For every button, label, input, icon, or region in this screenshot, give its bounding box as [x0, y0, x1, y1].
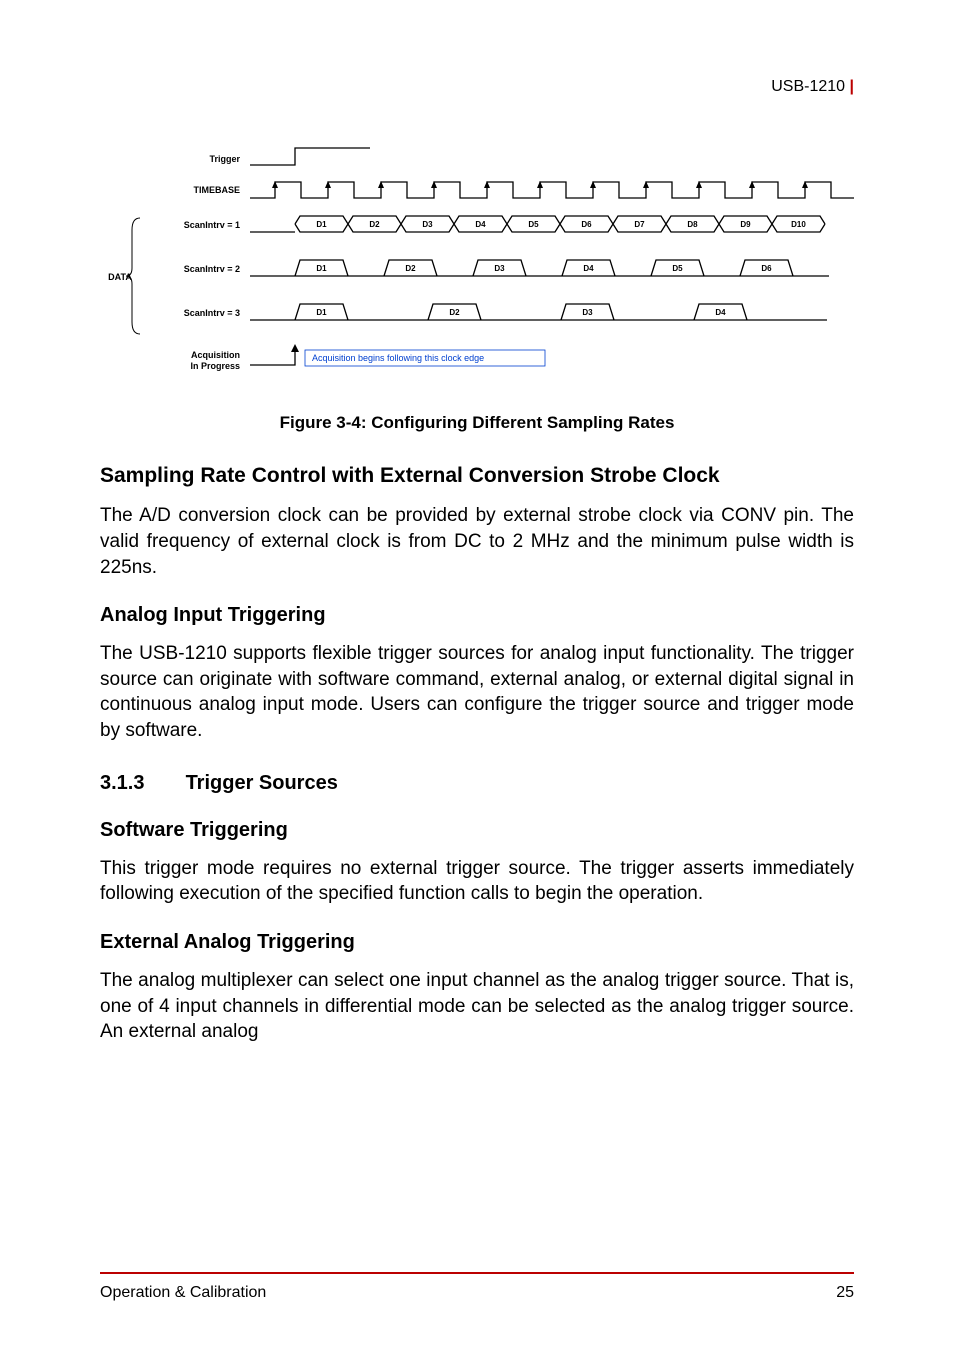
- footer-left: Operation & Calibration: [100, 1284, 266, 1302]
- clock-waveform: [250, 181, 854, 198]
- para-software-triggering: This trigger mode requires no external t…: [100, 856, 854, 907]
- data-row-3: D1 D2 D3 D4: [250, 304, 827, 320]
- svg-text:D1: D1: [316, 308, 327, 317]
- para-analog-input-triggering: The USB-1210 supports flexible trigger s…: [100, 641, 854, 744]
- svg-text:D4: D4: [583, 264, 594, 273]
- section-title: Trigger Sources: [186, 772, 338, 794]
- page: USB-1210 | Trigger TIMEBASE DATA ScanInt…: [0, 0, 954, 1352]
- page-footer: Operation & Calibration 25: [100, 1272, 854, 1302]
- product-name: USB-1210: [771, 78, 845, 95]
- svg-text:D5: D5: [528, 220, 539, 229]
- label-trigger: Trigger: [209, 154, 240, 164]
- svg-text:D4: D4: [715, 308, 726, 317]
- svg-text:D4: D4: [475, 220, 486, 229]
- heading-software-triggering: Software Triggering: [100, 819, 854, 842]
- svg-text:D3: D3: [494, 264, 505, 273]
- heading-trigger-sources: 3.1.3 Trigger Sources: [100, 772, 854, 795]
- data-row-2: D1 D2 D3 D4 D5 D6: [250, 260, 829, 276]
- svg-text:D3: D3: [582, 308, 593, 317]
- heading-external-analog-triggering: External Analog Triggering: [100, 931, 854, 954]
- para-sampling-rate-control: The A/D conversion clock can be provided…: [100, 503, 854, 580]
- svg-text:D2: D2: [449, 308, 460, 317]
- note-text: Acquisition begins following this clock …: [312, 353, 484, 363]
- header-bar: |: [850, 78, 854, 95]
- svg-text:D7: D7: [634, 220, 645, 229]
- trigger-signal: [250, 148, 370, 165]
- heading-sampling-rate-control: Sampling Rate Control with External Conv…: [100, 463, 854, 489]
- page-header: USB-1210 |: [771, 78, 854, 96]
- timing-diagram: Trigger TIMEBASE DATA ScanIntrv = 1 Scan…: [100, 140, 854, 395]
- svg-text:D1: D1: [316, 264, 327, 273]
- data-row-1: D1 D2 D3 D4 D5 D6 D7 D8 D9 D10: [250, 216, 825, 232]
- timing-svg: Trigger TIMEBASE DATA ScanIntrv = 1 Scan…: [100, 140, 854, 390]
- svg-text:D5: D5: [672, 264, 683, 273]
- data-brace: [126, 218, 140, 334]
- svg-text:D10: D10: [791, 220, 806, 229]
- label-si2: ScanIntrv = 2: [184, 264, 240, 274]
- para-external-analog-triggering: The analog multiplexer can select one in…: [100, 968, 854, 1045]
- section-number: 3.1.3: [100, 772, 180, 795]
- label-si1: ScanIntrv = 1: [184, 220, 240, 230]
- svg-text:D6: D6: [581, 220, 592, 229]
- figure-caption: Figure 3-4: Configuring Different Sampli…: [100, 413, 854, 433]
- svg-text:D9: D9: [740, 220, 751, 229]
- label-acq2: In Progress: [190, 361, 240, 371]
- svg-text:D2: D2: [369, 220, 380, 229]
- label-si3: ScanIntrv = 3: [184, 308, 240, 318]
- svg-text:D6: D6: [761, 264, 772, 273]
- svg-text:D1: D1: [316, 220, 327, 229]
- svg-text:D3: D3: [422, 220, 433, 229]
- label-timebase: TIMEBASE: [193, 185, 240, 195]
- heading-analog-input-triggering: Analog Input Triggering: [100, 604, 854, 627]
- svg-text:D8: D8: [687, 220, 698, 229]
- svg-text:D2: D2: [405, 264, 416, 273]
- acq-signal: [250, 348, 295, 365]
- label-acq1: Acquisition: [191, 350, 240, 360]
- footer-page-number: 25: [836, 1284, 854, 1302]
- acq-arrowhead: [291, 344, 299, 352]
